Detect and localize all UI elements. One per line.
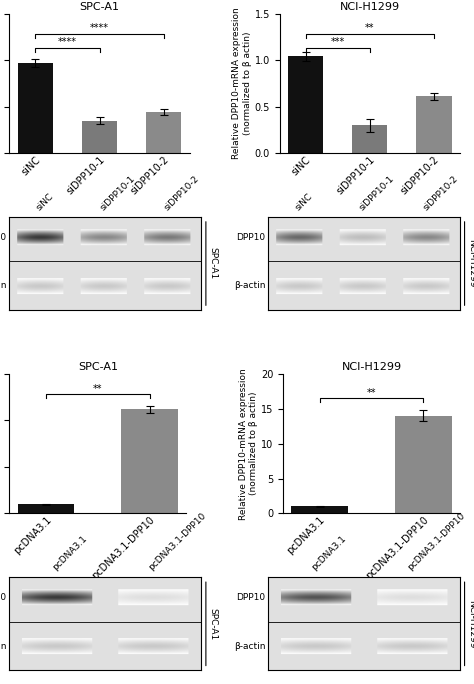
Bar xyxy=(288,57,323,153)
Y-axis label: Relative DPP10-mRNA expression
(normalized to β actin): Relative DPP10-mRNA expression (normaliz… xyxy=(239,368,258,520)
Text: ***: *** xyxy=(330,38,345,47)
Text: SPC-A1: SPC-A1 xyxy=(209,248,218,280)
Bar xyxy=(416,96,452,153)
Text: SPC-A1: SPC-A1 xyxy=(209,607,218,640)
Text: **: ** xyxy=(93,384,102,394)
Bar xyxy=(395,416,452,514)
Text: ****: **** xyxy=(58,38,77,47)
Text: **: ** xyxy=(367,388,376,397)
Text: NCI-H1299: NCI-H1299 xyxy=(467,239,474,288)
Bar xyxy=(146,112,182,153)
Title: SPC-A1: SPC-A1 xyxy=(80,1,119,12)
Bar xyxy=(18,63,53,153)
Title: NCI-H1299: NCI-H1299 xyxy=(341,362,401,372)
Y-axis label: Relative DPP10-mRNA expression
(normalized to β actin): Relative DPP10-mRNA expression (normaliz… xyxy=(232,8,252,159)
Text: ****: **** xyxy=(90,23,109,34)
Bar xyxy=(82,120,117,153)
Text: NCI-H1299: NCI-H1299 xyxy=(467,600,474,648)
Bar xyxy=(18,504,74,514)
Title: NCI-H1299: NCI-H1299 xyxy=(340,1,400,12)
Title: SPC-A1: SPC-A1 xyxy=(78,362,118,372)
Bar xyxy=(352,125,387,153)
Bar xyxy=(121,409,178,514)
Bar xyxy=(291,506,348,514)
Text: **: ** xyxy=(365,23,374,34)
